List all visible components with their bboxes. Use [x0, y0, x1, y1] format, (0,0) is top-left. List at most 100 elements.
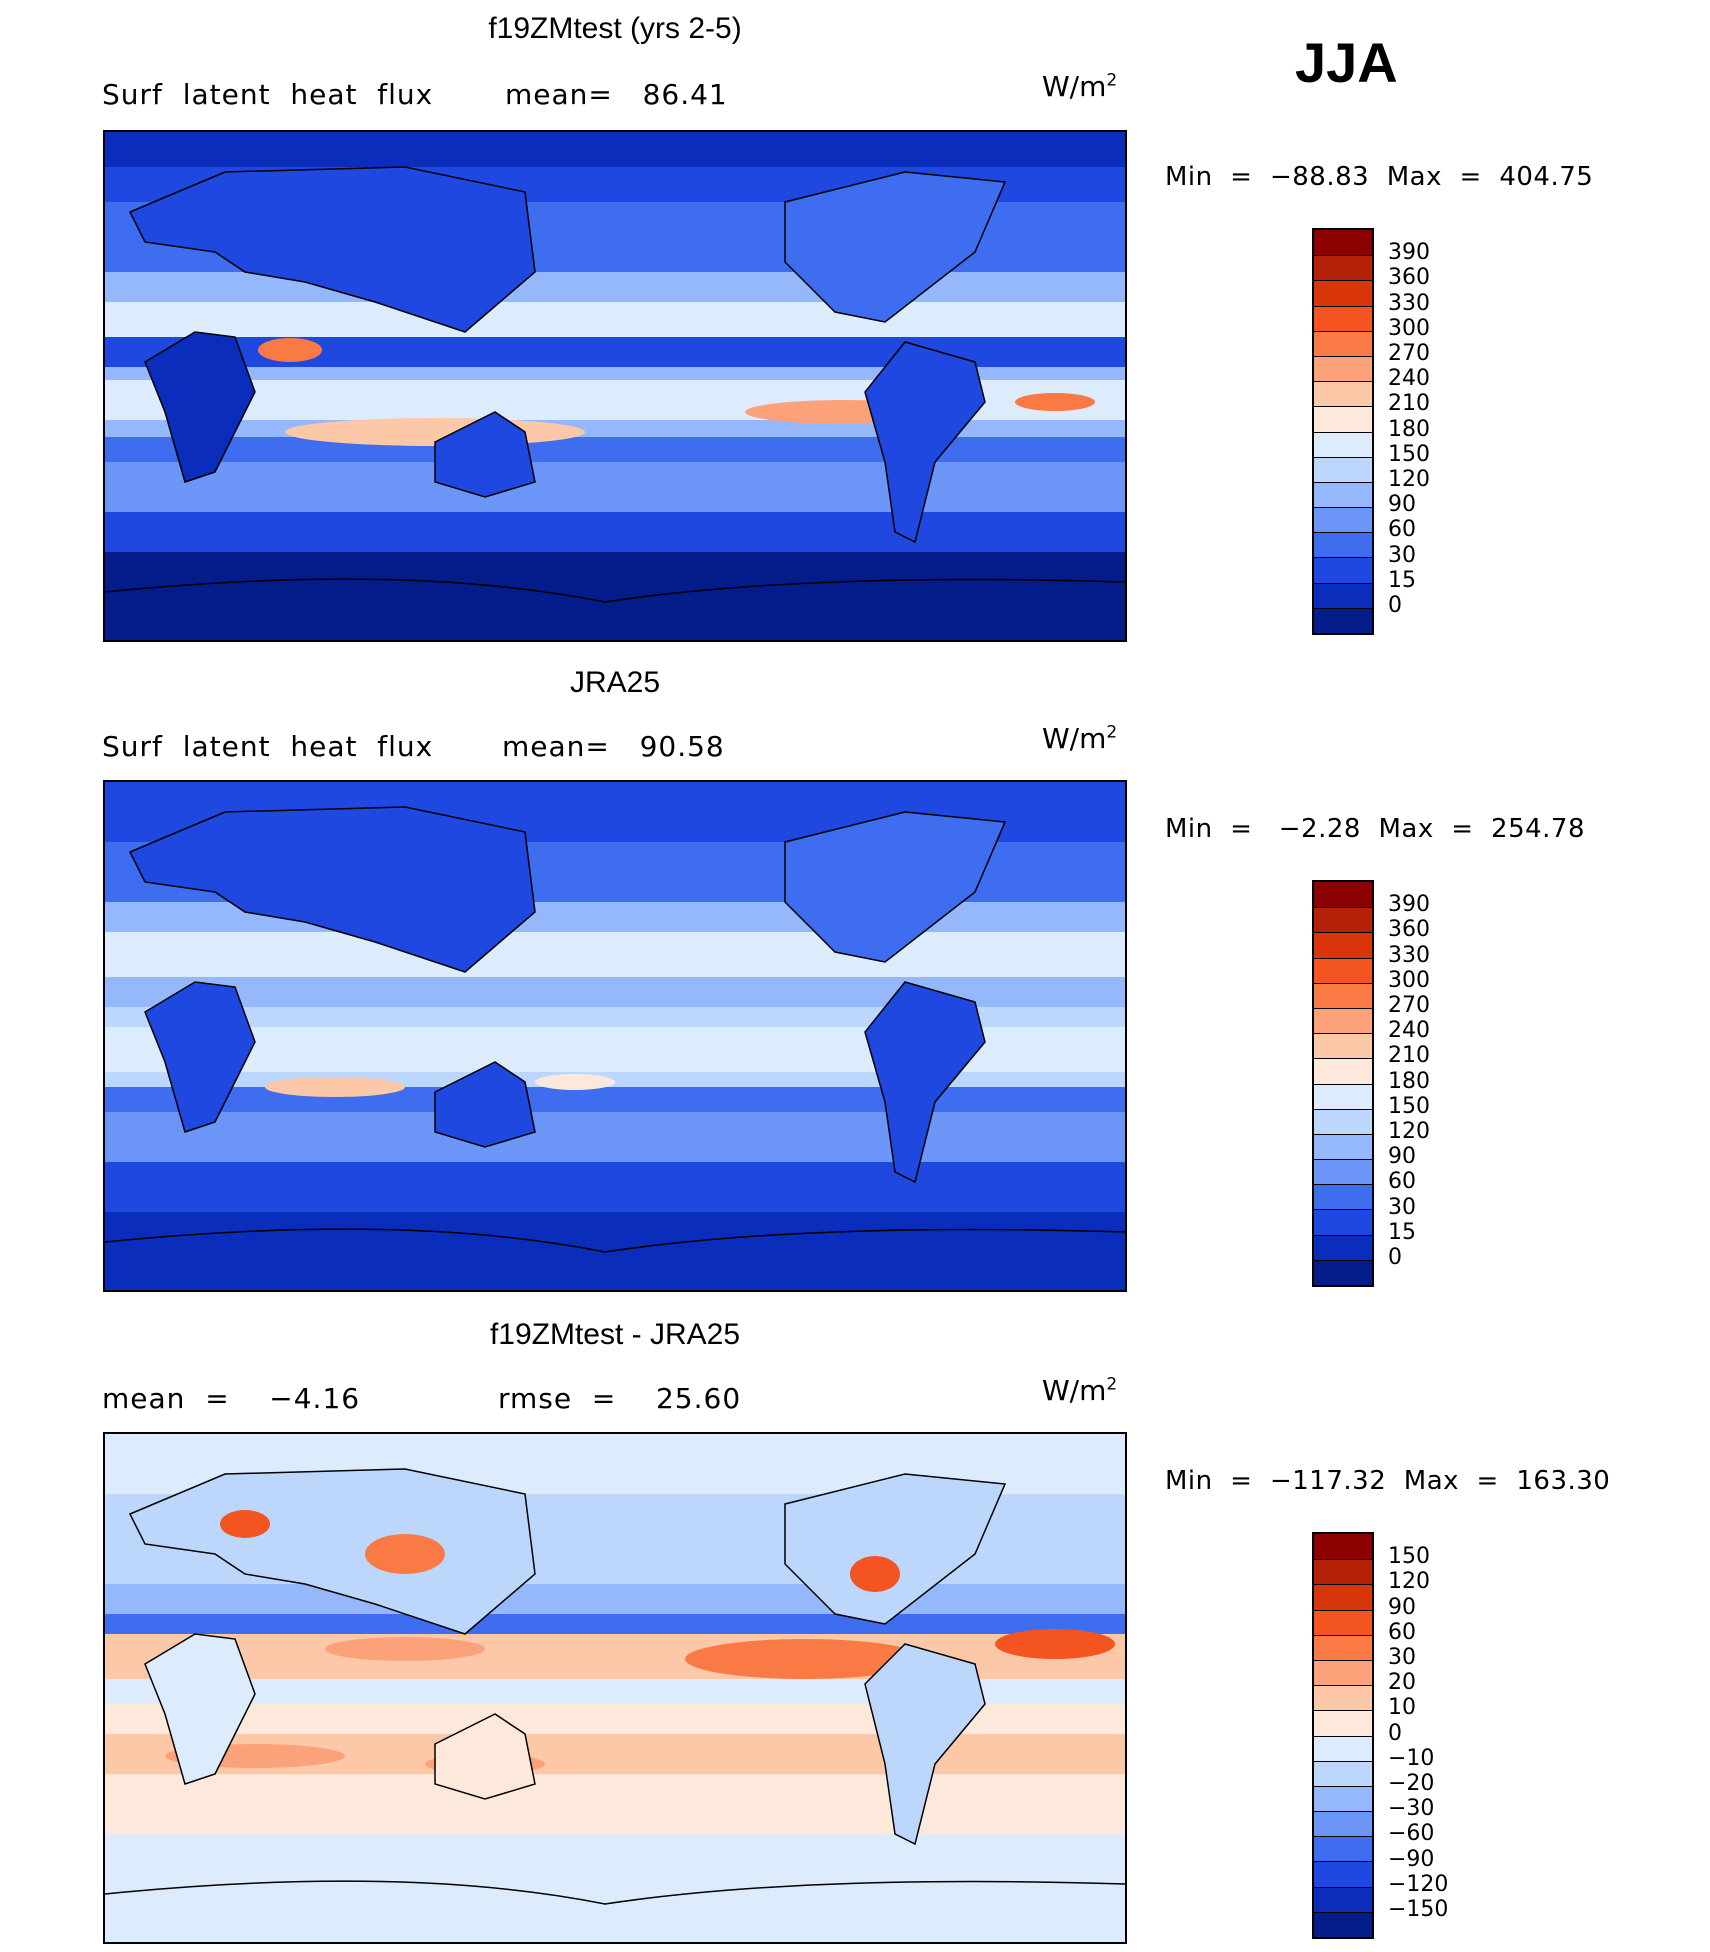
colorbar-tick-label: 180 [1388, 1068, 1430, 1094]
colorbar-swatch [1314, 982, 1372, 1008]
colorbar-swatch [1314, 582, 1372, 608]
colorbar-tick-label: 30 [1388, 1194, 1416, 1220]
colorbar-tick-label: 240 [1388, 366, 1430, 392]
colorbar-tick-label: −30 [1388, 1796, 1435, 1822]
colorbar-tick-label: 390 [1388, 892, 1430, 918]
colorbar-swatch [1314, 607, 1372, 633]
colorbar-swatch [1314, 481, 1372, 508]
colorbar-swatch [1314, 932, 1372, 958]
colorbar-tick-label: 150 [1388, 1544, 1430, 1570]
colorbar-tick-label: 300 [1388, 315, 1430, 341]
colorbar-tick-label: 0 [1388, 1245, 1402, 1270]
colorbar-tick-label: 90 [1388, 1144, 1416, 1170]
panel-3-map [103, 1432, 1127, 1944]
colorbar-tick-label: −150 [1388, 1897, 1449, 1922]
panel-3-rmse-label: rmse = 25.60 [498, 1382, 742, 1415]
colorbar-swatch [1314, 431, 1372, 457]
colorbar-tick-label: 390 [1388, 240, 1430, 266]
colorbar-tick-label: 60 [1388, 1619, 1416, 1645]
colorbar-swatch [1314, 1659, 1372, 1686]
colorbar-swatch [1314, 1234, 1372, 1260]
panel-3-colorbar [1312, 1532, 1374, 1939]
colorbar-swatch [1314, 1133, 1372, 1160]
colorbar-tick-label: −90 [1388, 1846, 1435, 1872]
colorbar-tick-label: 120 [1388, 1569, 1430, 1595]
season-label: JJA [1295, 31, 1398, 94]
colorbar-swatch [1314, 1634, 1372, 1660]
panel-3-title: f19ZMtest - JRA25 [489, 1318, 741, 1351]
colorbar-swatch [1314, 1609, 1372, 1635]
colorbar-swatch [1314, 381, 1372, 407]
colorbar-swatch [1314, 1735, 1372, 1761]
colorbar-swatch [1314, 957, 1372, 983]
panel-3-mean-label: mean = −4.16 [102, 1382, 361, 1415]
colorbar-swatch [1314, 1007, 1372, 1034]
panel-2-colorbar [1312, 880, 1374, 1287]
panel-1-units: W/m2 [1042, 70, 1118, 103]
colorbar-tick-label: −20 [1388, 1771, 1435, 1796]
panel-3-minmax: Min = −117.32 Max = 163.30 [1165, 1466, 1611, 1496]
panel-1-minmax: Min = −88.83 Max = 404.75 [1165, 162, 1594, 192]
colorbar-tick-label: 270 [1388, 341, 1430, 366]
colorbar-tick-label: 120 [1388, 467, 1430, 492]
colorbar-tick-label: 330 [1388, 942, 1430, 968]
panel-1-colorbar [1312, 228, 1374, 635]
colorbar-swatch [1314, 1811, 1372, 1837]
colorbar-swatch [1314, 456, 1372, 482]
colorbar-tick-label: 0 [1388, 593, 1402, 618]
colorbar-swatch [1314, 1760, 1372, 1786]
panel-3-units: W/m2 [1042, 1374, 1118, 1407]
colorbar-swatch [1314, 1911, 1372, 1937]
colorbar-swatch [1314, 1861, 1372, 1887]
colorbar-swatch [1314, 1184, 1372, 1210]
panel-2-map [103, 780, 1127, 1292]
colorbar-tick-label: 210 [1388, 391, 1430, 417]
colorbar-swatch [1314, 1534, 1372, 1560]
colorbar-swatch [1314, 1584, 1372, 1610]
colorbar-tick-label: −10 [1388, 1745, 1435, 1771]
colorbar-swatch [1314, 557, 1372, 583]
colorbar-tick-label: −120 [1388, 1871, 1449, 1897]
colorbar-tick-label: 300 [1388, 967, 1430, 993]
colorbar-swatch [1314, 1058, 1372, 1084]
colorbar-swatch [1314, 1108, 1372, 1134]
colorbar-tick-label: 330 [1388, 290, 1430, 316]
colorbar-swatch [1314, 305, 1372, 331]
colorbar-tick-label: 10 [1388, 1695, 1416, 1721]
colorbar-tick-label: 20 [1388, 1670, 1416, 1696]
panel-1-title: f19ZMtest (yrs 2-5) [488, 12, 742, 45]
colorbar-tick-label: 240 [1388, 1018, 1430, 1044]
panel-2-mean-label: mean= 90.58 [502, 730, 725, 763]
panel-2-minmax: Min = −2.28 Max = 254.78 [1165, 814, 1586, 844]
colorbar-tick-label: 90 [1388, 492, 1416, 518]
colorbar-tick-label: 180 [1388, 416, 1430, 442]
colorbar-tick-label: 120 [1388, 1119, 1430, 1144]
colorbar-tick-label: 15 [1388, 1219, 1416, 1245]
colorbar-swatch [1314, 532, 1372, 558]
panel-1-variable-label: Surf latent heat flux [102, 78, 434, 111]
colorbar-swatch [1314, 1710, 1372, 1736]
colorbar-swatch [1314, 1886, 1372, 1912]
colorbar-swatch [1314, 1785, 1372, 1812]
colorbar-tick-label: 60 [1388, 1169, 1416, 1195]
colorbar-tick-label: 15 [1388, 567, 1416, 593]
colorbar-swatch [1314, 406, 1372, 432]
colorbar-swatch [1314, 280, 1372, 306]
colorbar-swatch [1314, 355, 1372, 382]
colorbar-swatch [1314, 1836, 1372, 1862]
colorbar-tick-label: 30 [1388, 1645, 1416, 1670]
colorbar-swatch [1314, 1559, 1372, 1585]
colorbar-tick-label: 210 [1388, 1043, 1430, 1069]
colorbar-swatch [1314, 1159, 1372, 1185]
colorbar-tick-label: 90 [1388, 1594, 1416, 1620]
panel-2-title: JRA25 [569, 666, 661, 699]
colorbar-swatch [1314, 882, 1372, 908]
colorbar-tick-label: 150 [1388, 441, 1430, 467]
colorbar-swatch [1314, 230, 1372, 256]
colorbar-swatch [1314, 907, 1372, 933]
colorbar-swatch [1314, 330, 1372, 356]
colorbar-tick-label: −60 [1388, 1821, 1435, 1847]
panel-2-units: W/m2 [1042, 722, 1118, 755]
colorbar-tick-label: 60 [1388, 517, 1416, 543]
panel-2-variable-label: Surf latent heat flux [102, 730, 434, 763]
